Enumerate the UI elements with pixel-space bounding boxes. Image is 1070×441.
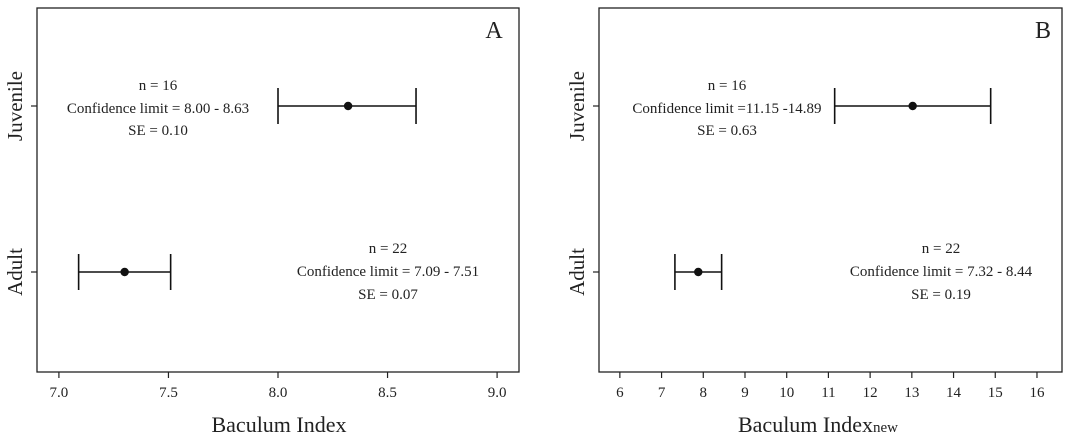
x-axis-ticks: 7.0 7.5 8.0 8.5 9.0 bbox=[50, 372, 507, 401]
annotation-juvenile-se: SE = 0.10 bbox=[128, 123, 188, 139]
error-bars bbox=[674, 88, 992, 290]
mean-point-juvenile bbox=[908, 101, 917, 111]
annotation-juvenile-se: SE = 0.63 bbox=[697, 123, 757, 139]
y-category-label-adult: Adult bbox=[3, 248, 27, 296]
x-axis-title-sub: new bbox=[873, 420, 898, 436]
annotation-juvenile-n: n = 16 bbox=[139, 78, 178, 94]
x-tick-label: 9.0 bbox=[488, 385, 507, 401]
annotation-adult-n: n = 22 bbox=[922, 241, 960, 257]
annotation-juvenile-confidence: Confidence limit =11.15 -14.89 bbox=[632, 101, 821, 117]
x-tick-label: 16 bbox=[1029, 385, 1045, 401]
y-category-label-juvenile: Juvenile bbox=[565, 71, 589, 141]
panel-label: B bbox=[1035, 18, 1051, 44]
annotation-adult-confidence: Confidence limit = 7.32 - 8.44 bbox=[850, 264, 1033, 280]
x-tick-label: 7.5 bbox=[159, 385, 178, 401]
error-bars bbox=[77, 88, 417, 290]
panel-a: A Juvenile Adult 7.0 7.5 8.0 8.5 9.0 n = 16 … bbox=[3, 7, 520, 437]
mean-point-adult bbox=[694, 267, 703, 277]
x-tick-label: 12 bbox=[863, 385, 878, 401]
x-tick-label: 8.5 bbox=[378, 385, 397, 401]
annotation-adult-se: SE = 0.07 bbox=[358, 287, 418, 303]
x-tick-label: 11 bbox=[821, 385, 835, 401]
x-tick-label: 7.0 bbox=[50, 385, 69, 401]
y-category-label-juvenile: Juvenile bbox=[3, 71, 27, 141]
x-tick-label: 7 bbox=[658, 385, 666, 401]
plot-frame bbox=[36, 7, 520, 373]
plot-frame bbox=[598, 7, 1063, 373]
x-tick-label: 15 bbox=[988, 385, 1003, 401]
x-tick-label: 10 bbox=[779, 385, 794, 401]
annotation-juvenile-confidence: Confidence limit = 8.00 - 8.63 bbox=[67, 101, 249, 117]
x-axis-ticks: 6 7 8 9 10 11 12 13 14 15 16 bbox=[616, 372, 1045, 401]
x-axis-title-main: Baculum Index bbox=[211, 412, 346, 437]
x-axis-title: Baculum Indexnew bbox=[738, 412, 898, 437]
mean-point-juvenile bbox=[343, 101, 353, 111]
annotation-adult-n: n = 22 bbox=[369, 241, 407, 257]
x-tick-label: 8 bbox=[700, 385, 708, 401]
mean-point-adult bbox=[120, 267, 129, 277]
annotation-juvenile-n: n = 16 bbox=[708, 78, 747, 94]
x-tick-label: 14 bbox=[946, 385, 962, 401]
panel-b: B Juvenile Adult 6 7 8 9 10 11 12 13 14 15 16 n = … bbox=[565, 7, 1063, 437]
annotation-adult-confidence: Confidence limit = 7.09 - 7.51 bbox=[297, 264, 479, 280]
x-tick-label: 13 bbox=[904, 385, 919, 401]
y-category-label-adult: Adult bbox=[565, 248, 589, 296]
x-axis-title: Baculum Index bbox=[211, 412, 346, 437]
x-tick-label: 8.0 bbox=[269, 385, 288, 401]
x-tick-label: 9 bbox=[741, 385, 749, 401]
panel-label: A bbox=[485, 18, 503, 44]
x-tick-label: 6 bbox=[616, 385, 624, 401]
x-axis-title-main: Baculum Index bbox=[738, 412, 873, 437]
annotation-adult-se: SE = 0.19 bbox=[911, 287, 971, 303]
